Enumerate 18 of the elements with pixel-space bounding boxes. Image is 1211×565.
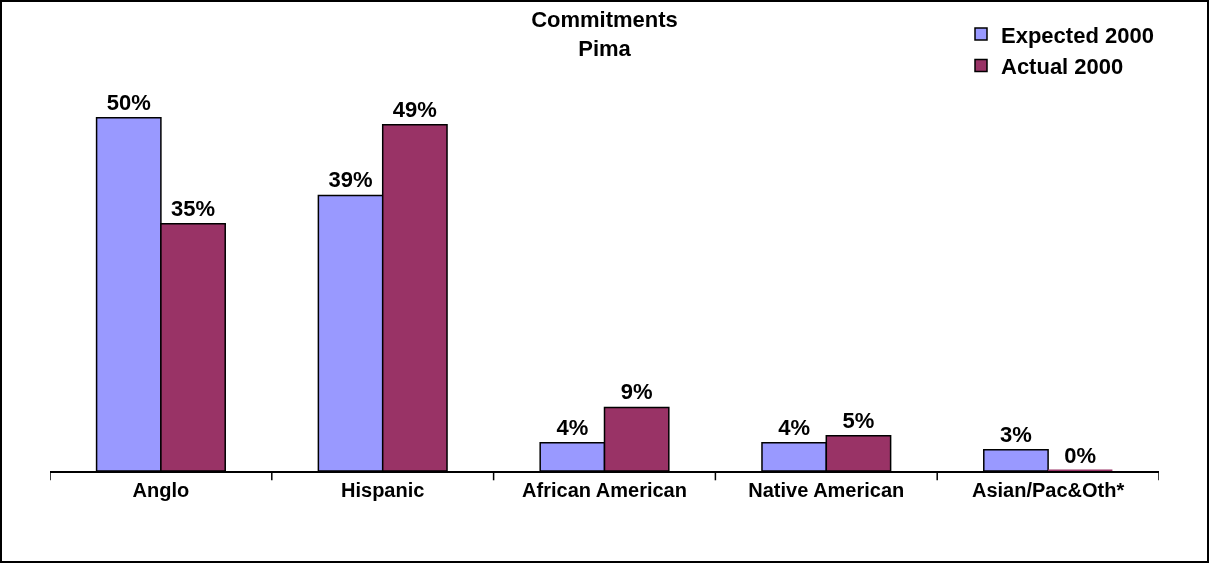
legend-label: Actual 2000 [1001,54,1124,80]
data-label: 50% [106,89,151,115]
data-label: 9% [620,379,653,405]
x-tick-label: Asian/Pac&Oth* [971,478,1125,501]
data-label: 49% [392,96,437,122]
x-tick-label: African American [522,478,687,501]
x-tick-label: Hispanic [341,478,425,501]
data-label: 3% [1000,421,1032,447]
x-tick-label: Anglo [132,478,190,501]
legend-label: Expected 2000 [1001,22,1154,48]
x-tick-label: Native American [748,478,905,501]
data-label: 35% [171,195,216,221]
data-label: 4% [778,414,811,440]
data-label: 4% [556,414,589,440]
data-label: 5% [842,407,875,433]
data-label: 39% [328,167,373,193]
chart-title: Commitments Pima [531,7,678,61]
data-label: 0% [1064,443,1097,468]
